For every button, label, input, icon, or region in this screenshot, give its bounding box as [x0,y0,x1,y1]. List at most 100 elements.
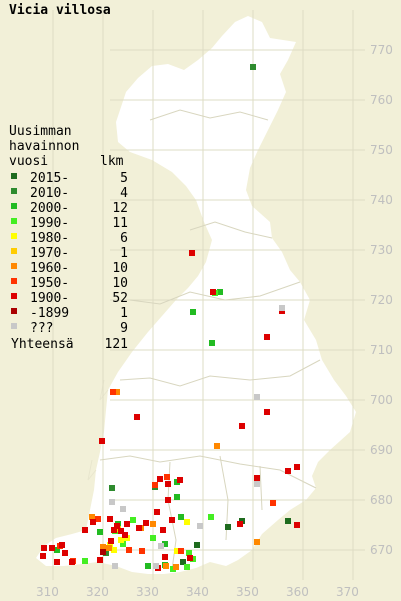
map-title: Vicia villosa [9,3,111,18]
legend-period-label: 1980- [30,231,69,246]
observation-square [174,494,180,500]
observation-square [254,481,260,487]
easting-tick: 370 [336,585,359,599]
legend-total-label: Yhteensä [11,337,74,352]
observation-square [184,564,190,570]
legend-swatch [11,263,17,269]
observation-square [126,547,132,553]
observation-square [118,528,124,534]
easting-tick: 350 [236,585,259,599]
observation-square [197,523,203,529]
legend-count: 4 [120,186,128,201]
northing-tick: 750 [370,143,393,157]
observation-square [279,305,285,311]
observation-square [162,541,168,547]
legend-swatch [11,278,17,284]
observation-square [239,423,245,429]
observation-square [150,535,156,541]
northing-tick: 740 [370,193,393,207]
observation-square [157,476,163,482]
easting-axis: 310 320 330 340 350 360 370 [36,585,359,599]
observation-square [54,559,60,565]
observation-square [118,537,124,543]
observation-square [59,542,65,548]
legend-swatch [11,218,17,224]
legend-swatch [11,293,17,299]
legend-total-count: 121 [105,337,128,352]
observation-square [225,524,231,530]
observation-square [169,517,175,523]
legend-heading-line: vuosi [9,154,48,169]
legend-heading-line: havainnon [9,139,79,154]
observation-square [150,521,156,527]
legend-count: 1 [120,246,128,261]
observation-square [124,521,130,527]
legend-count: 10 [112,261,128,276]
northing-axis: 770 760 750 740 730 720 710 700 690 680 … [370,43,393,557]
observation-square [41,545,47,551]
observation-square [163,563,169,569]
observation-square [136,525,142,531]
observation-square [214,443,220,449]
observation-square [254,394,260,400]
map-grid [52,10,365,580]
legend-swatch [11,323,17,329]
observation-square [143,520,149,526]
observation-square [145,563,151,569]
legend-swatch [11,233,17,239]
observation-square [97,529,103,535]
observation-square [110,389,116,395]
observation-square [111,527,117,533]
observation-square [99,438,105,444]
legend-swatch [11,308,17,314]
observation-square [114,523,120,529]
legend-swatch [11,173,17,179]
finland-landmass [36,16,356,574]
observation-square [165,481,171,487]
observation-square [69,559,75,565]
observation-square [100,549,106,555]
northing-tick: 730 [370,243,393,257]
observation-square [62,550,68,556]
observation-square [187,555,193,561]
easting-tick: 310 [36,585,59,599]
legend-period-label: 1990- [30,216,69,231]
observation-square [178,548,184,554]
legend-count-header: lkm [100,154,124,169]
observation-square [111,547,117,553]
northing-tick: 720 [370,293,393,307]
legend-swatch [11,203,17,209]
legend-period-label: ??? [30,321,53,336]
legend-period-label: 2015- [30,171,69,186]
northing-tick: 710 [370,343,393,357]
legend-count: 9 [120,321,128,336]
legend-period-label: 1970- [30,246,69,261]
observation-square [264,409,270,415]
observation-square [194,542,200,548]
northing-tick: 670 [370,543,393,557]
observation-square [120,506,126,512]
legend-count: 6 [120,231,128,246]
northing-tick: 700 [370,393,393,407]
observation-square [108,538,114,544]
observation-square [294,464,300,470]
observation-square [254,475,260,481]
legend-period-label: 1950- [30,276,69,291]
observation-square [217,289,223,295]
observation-square [40,553,46,559]
observation-square [173,564,179,570]
observation-markers [40,64,300,572]
observation-square [90,519,96,525]
observation-square [270,500,276,506]
observation-square [82,558,88,564]
observation-square [285,468,291,474]
observation-square [130,517,136,523]
legend-period-label: 2010- [30,186,69,201]
legend-swatch [11,188,17,194]
observation-square [139,548,145,554]
observation-square [100,544,106,550]
observation-square [158,543,164,549]
legend-period-label: 1960- [30,261,69,276]
observation-square [165,497,171,503]
